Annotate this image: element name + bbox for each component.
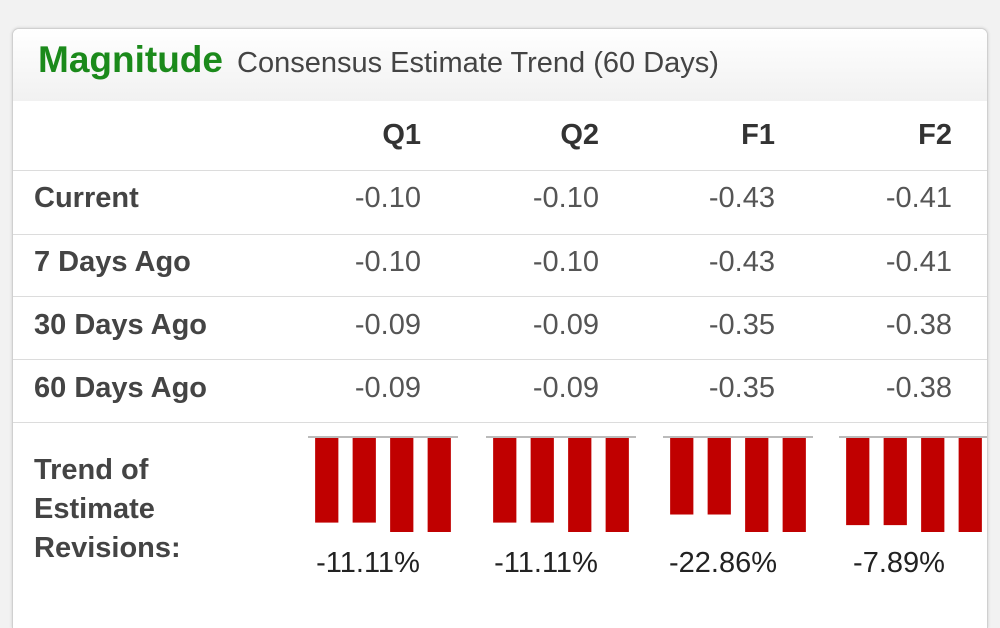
trend-percent-q1: -11.11% — [316, 547, 420, 579]
cell-60d-q1: -0.09 — [354, 372, 421, 404]
trend-chart-f2 — [839, 436, 987, 532]
cell-30d-f2: -0.38 — [885, 309, 952, 341]
consensus-estimate-trend-panel: Magnitude Consensus Estimate Trend (60 D… — [12, 28, 988, 628]
column-header-f2: F2 — [918, 119, 952, 151]
trend-percent-f1: -22.86% — [668, 547, 777, 579]
cell-7d-q1: -0.10 — [354, 246, 421, 278]
panel-header: Magnitude Consensus Estimate Trend (60 D… — [13, 29, 987, 101]
trend-bar-q1-current — [427, 438, 451, 532]
cell-7d-f2: -0.41 — [885, 246, 952, 278]
divider — [13, 170, 987, 171]
cell-60d-f2: -0.38 — [885, 372, 952, 404]
column-header-q1: Q1 — [382, 119, 421, 151]
column-header-q2: Q2 — [560, 119, 599, 151]
trend-percent-f2: -7.89% — [853, 547, 945, 579]
divider — [13, 359, 987, 360]
trend-bar-f2-30-days-ago — [883, 438, 907, 526]
row-label-7-days-ago: 7 Days Ago — [34, 246, 191, 278]
cell-7d-q2: -0.10 — [532, 246, 599, 278]
cell-current-q1: -0.10 — [354, 182, 421, 214]
trend-of-estimate-revisions-label: Trend of Estimate Revisions: — [34, 454, 181, 564]
cell-60d-q2: -0.09 — [532, 372, 599, 404]
row-label-30-days-ago: 30 Days Ago — [34, 309, 207, 341]
trend-bar-q2-current — [605, 438, 629, 532]
divider — [13, 422, 987, 423]
divider — [13, 234, 987, 235]
trend-bar-f1-7-days-ago — [745, 438, 769, 532]
cell-30d-q1: -0.09 — [354, 309, 421, 341]
trend-bar-f2-60-days-ago — [846, 438, 870, 526]
divider — [13, 296, 987, 297]
trend-bar-q2-60-days-ago — [493, 438, 517, 523]
trend-bar-q2-30-days-ago — [530, 438, 554, 523]
trend-bar-q1-7-days-ago — [390, 438, 414, 532]
cell-30d-f1: -0.35 — [708, 309, 775, 341]
row-label-current: Current — [34, 182, 139, 214]
panel-title: Magnitude — [38, 39, 223, 80]
trend-bar-f2-7-days-ago — [921, 438, 945, 532]
cell-7d-f1: -0.43 — [708, 246, 775, 278]
trend-bar-q1-60-days-ago — [315, 438, 339, 523]
trend-percent-q2: -11.11% — [494, 547, 598, 579]
cell-current-q2: -0.10 — [532, 182, 599, 214]
trend-chart-f1 — [663, 436, 813, 532]
panel-subtitle: Consensus Estimate Trend (60 Days) — [237, 47, 719, 79]
column-header-f1: F1 — [741, 119, 775, 151]
cell-30d-q2: -0.09 — [532, 309, 599, 341]
cell-60d-f1: -0.35 — [708, 372, 775, 404]
trend-bar-f2-current — [958, 438, 982, 532]
trend-chart-q2 — [486, 436, 636, 532]
trend-bar-f1-60-days-ago — [670, 438, 694, 515]
trend-chart-q1 — [308, 436, 458, 532]
cell-current-f2: -0.41 — [885, 182, 952, 214]
row-label-60-days-ago: 60 Days Ago — [34, 372, 207, 404]
cell-current-f1: -0.43 — [708, 182, 775, 214]
trend-bar-f1-current — [782, 438, 806, 532]
trend-bar-f1-30-days-ago — [707, 438, 731, 515]
trend-bar-q1-30-days-ago — [352, 438, 376, 523]
trend-bar-q2-7-days-ago — [568, 438, 592, 532]
